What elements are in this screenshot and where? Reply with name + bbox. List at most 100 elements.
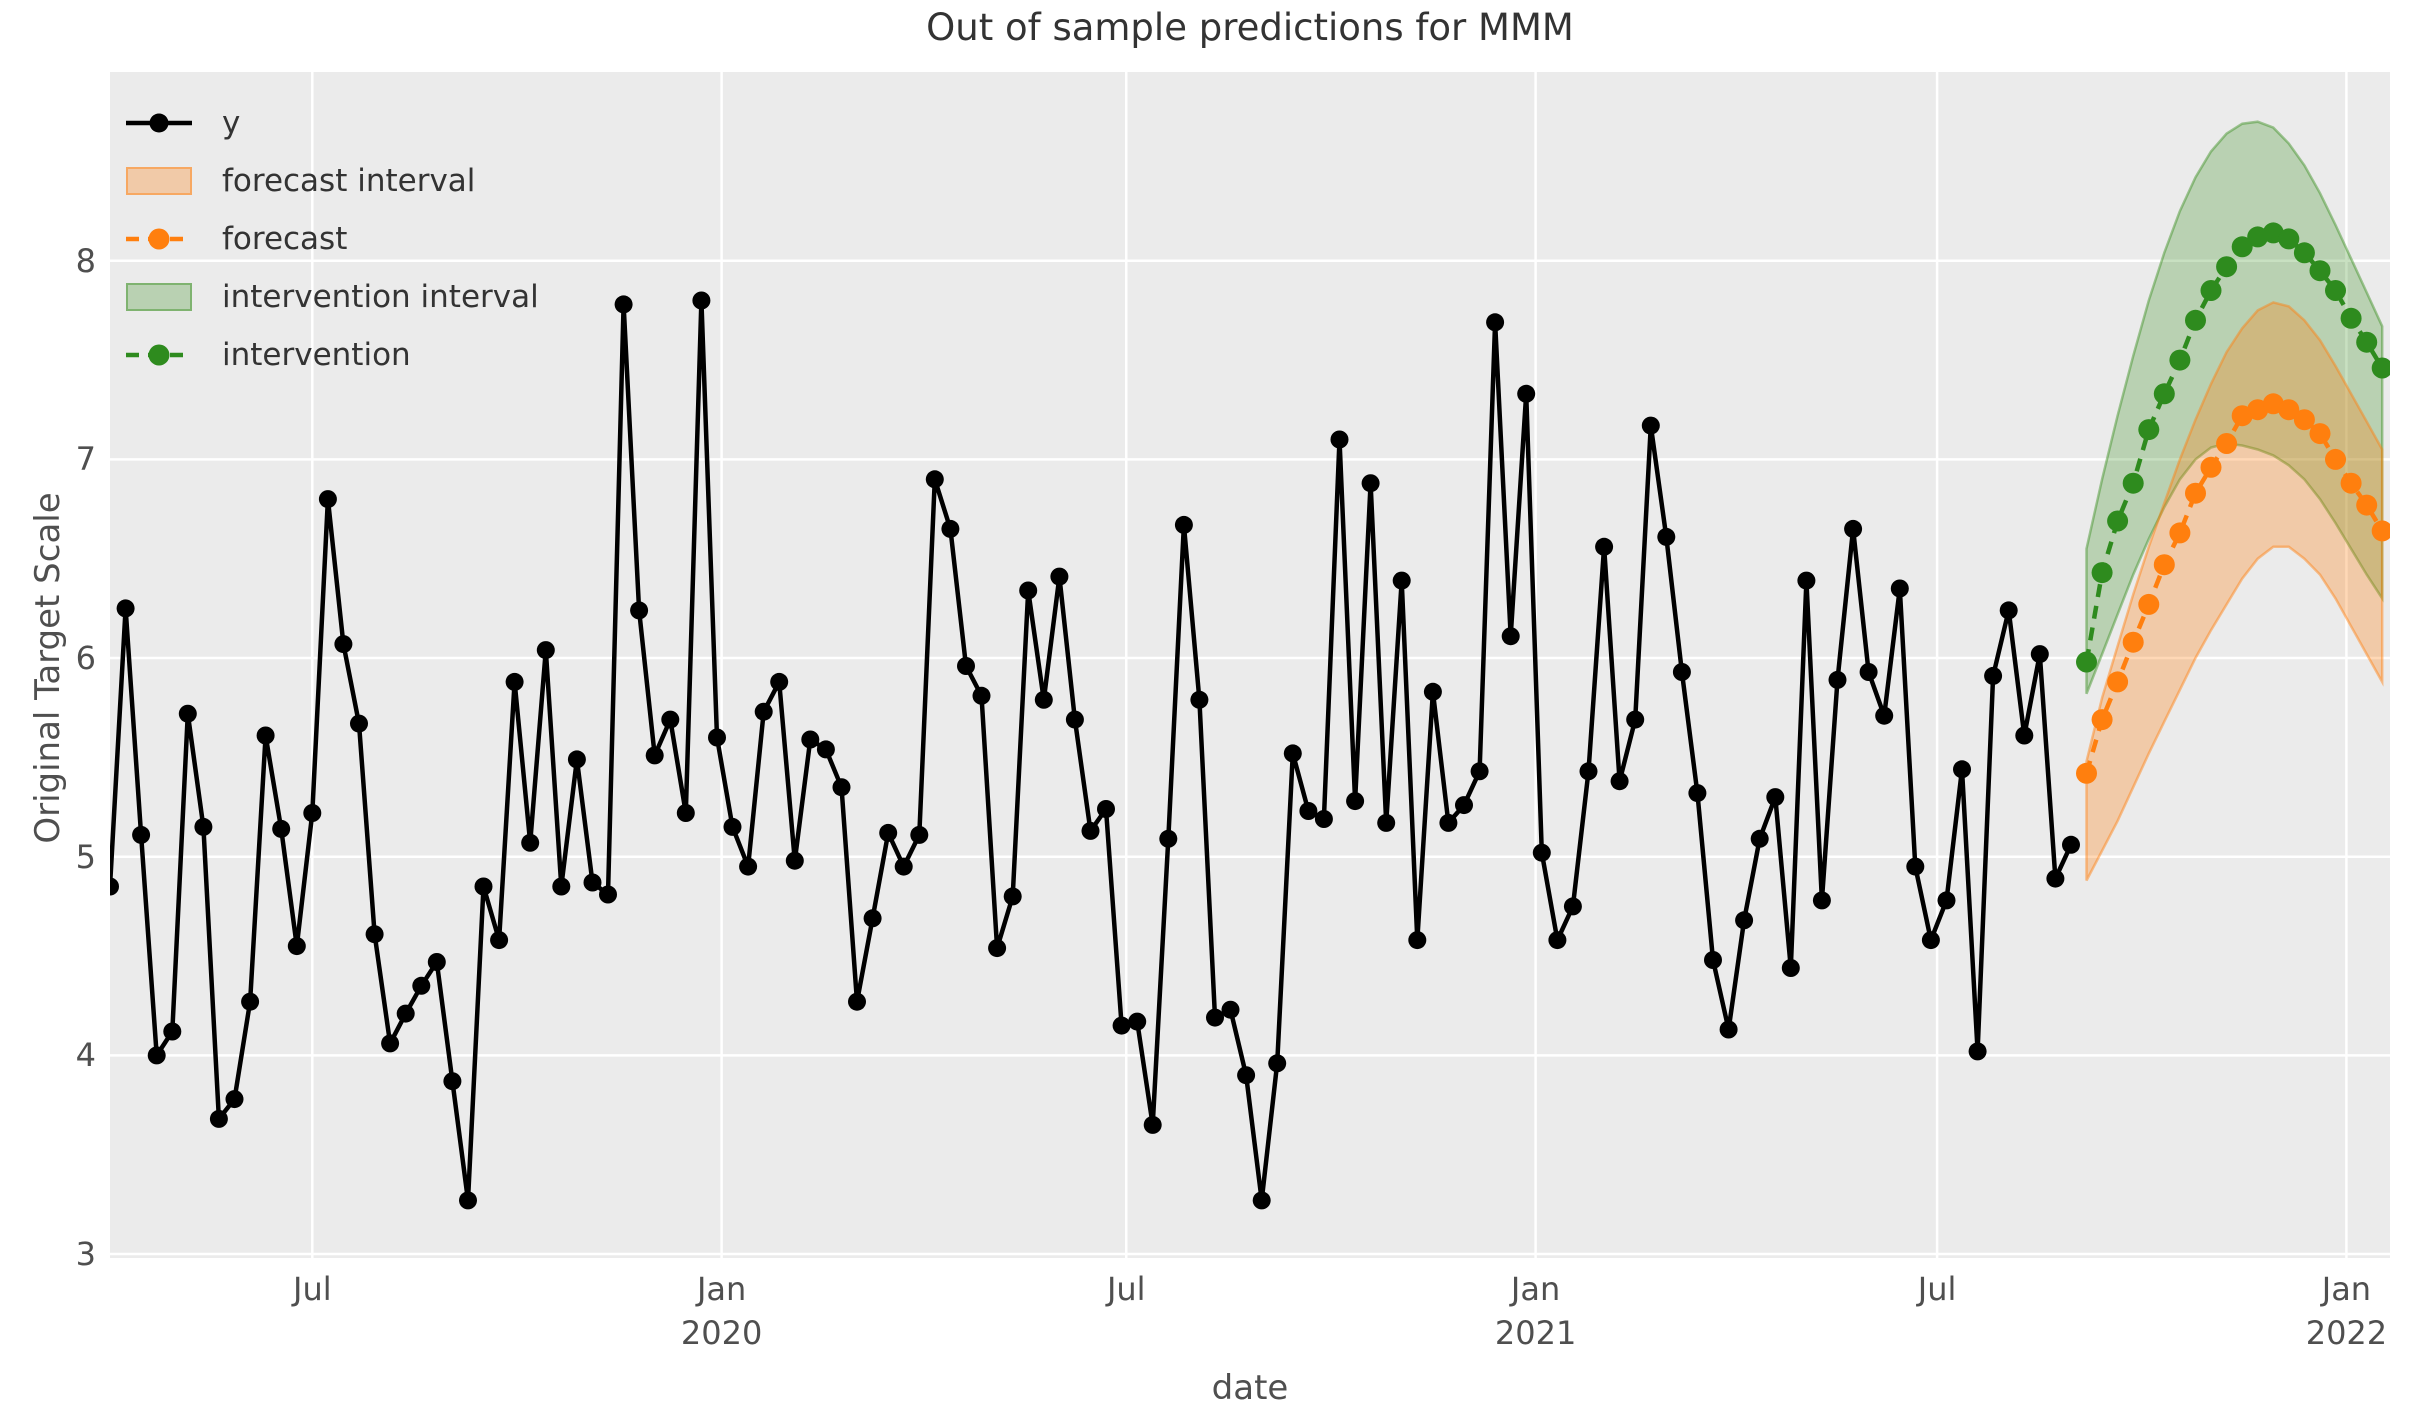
intervention-point (2185, 309, 2206, 331)
observed-point (178, 704, 197, 723)
intervention-point (2309, 260, 2331, 282)
intervention-interval-band (2085, 120, 2384, 695)
observed-point (1968, 1042, 1987, 1061)
observed-point (1532, 843, 1551, 862)
observed-point (147, 1046, 166, 1065)
y-tick-label: 8 (75, 241, 96, 280)
forecast-point (2153, 554, 2175, 576)
observed-point (645, 746, 664, 765)
observed-point (1206, 1008, 1224, 1027)
legend-item-forecast-interval: forecast interval (124, 152, 539, 210)
observed-point (1470, 762, 1489, 781)
observed-point (241, 992, 260, 1011)
observed-point (1984, 666, 2003, 685)
observed-point (2015, 726, 2034, 745)
observed-point (116, 599, 135, 618)
forecast-point (2216, 433, 2238, 454)
observed-point (1423, 682, 1442, 701)
observed-point (848, 992, 866, 1011)
x-tick-label: Jul (293, 1270, 332, 1308)
observed-point (459, 1191, 477, 1210)
observed-point (1797, 571, 1816, 590)
observed-point (1268, 1054, 1287, 1073)
observed-point (972, 686, 991, 705)
x-tick-label: Jul (1918, 1270, 1957, 1308)
legend-label: forecast interval (222, 162, 476, 199)
observed-point (1563, 897, 1582, 916)
observed-point (2046, 869, 2065, 888)
forecast-point (2325, 448, 2346, 470)
observed-point (1408, 931, 1427, 950)
observed-point (661, 710, 680, 729)
x-tick-label: Jul (1107, 1270, 1146, 1308)
observed-point (194, 817, 213, 836)
intervention-point (2169, 349, 2191, 371)
observed-point (1392, 571, 1411, 590)
observed-point (272, 819, 291, 838)
forecast-interval-patch-icon (124, 167, 194, 195)
observed-point (1050, 567, 1069, 586)
observed-point (1330, 430, 1349, 449)
legend-item-forecast: forecast (124, 210, 539, 268)
intervention-point (2231, 236, 2253, 258)
x-tick-month: Jan (2321, 1270, 2372, 1308)
observed-point (1252, 1191, 1271, 1210)
observed-point (256, 726, 275, 745)
observed-point (1112, 1016, 1131, 1035)
observed-point (1937, 891, 1956, 910)
observed-point (209, 1109, 228, 1128)
observed-point (1828, 670, 1847, 689)
plot-area: y forecast interval forecast (110, 72, 2390, 1258)
intervention-point (2153, 383, 2175, 405)
observed-point (1641, 416, 1660, 435)
observed-point (132, 825, 151, 844)
intervention-point (2340, 307, 2362, 329)
forecast-interval-band (2085, 301, 2384, 882)
intervention-line-swatch-icon (124, 340, 194, 370)
forecast-point (2138, 593, 2160, 615)
observed-point (567, 750, 586, 769)
observed-point (1190, 690, 1209, 709)
observed-point (1595, 537, 1614, 556)
observed-point (1174, 515, 1193, 534)
observed-point (1844, 519, 1863, 538)
observed-point (1128, 1012, 1147, 1031)
x-tick-month: Jul (1917, 1270, 1957, 1308)
observed-point (1346, 792, 1365, 811)
observed-point (225, 1090, 244, 1109)
observed-point (832, 778, 851, 797)
observed-point (770, 672, 789, 691)
x-tick-label: Jan 2020 (681, 1270, 762, 1352)
observed-point (1735, 911, 1754, 930)
intervention-point (2356, 331, 2378, 353)
intervention-point (2138, 419, 2160, 441)
intervention-point (2122, 472, 2144, 494)
observed-point (583, 873, 602, 892)
x-tick-label: Jan 2021 (1495, 1270, 1576, 1352)
x-tick-month: Jul (1106, 1270, 1146, 1308)
observed-point (754, 702, 773, 721)
observed-point (1921, 931, 1940, 950)
observed-point (801, 730, 820, 749)
forecast-point (2122, 631, 2144, 653)
observed-point (365, 925, 384, 944)
observed-point (1750, 829, 1769, 848)
y-axis-label: Original Target Scale (28, 492, 68, 844)
observed-point (1034, 690, 1053, 709)
observed-point (1688, 784, 1707, 803)
observed-point (1143, 1115, 1162, 1134)
observed-point (1237, 1066, 1256, 1085)
x-tick-month: Jan (1510, 1270, 1561, 1308)
legend-label: intervention interval (222, 278, 539, 315)
observed-point (412, 976, 431, 995)
observed-point (1065, 710, 1084, 729)
observed-point (1159, 829, 1178, 848)
x-axis-label: date (1211, 1368, 1289, 1408)
forecast-point (2200, 456, 2222, 478)
legend-item-intervention-interval: intervention interval (124, 268, 539, 326)
x-tick-month: Jul (293, 1270, 332, 1308)
observed-point (1906, 857, 1925, 876)
legend: y forecast interval forecast (124, 94, 539, 384)
observed-point (427, 953, 446, 971)
